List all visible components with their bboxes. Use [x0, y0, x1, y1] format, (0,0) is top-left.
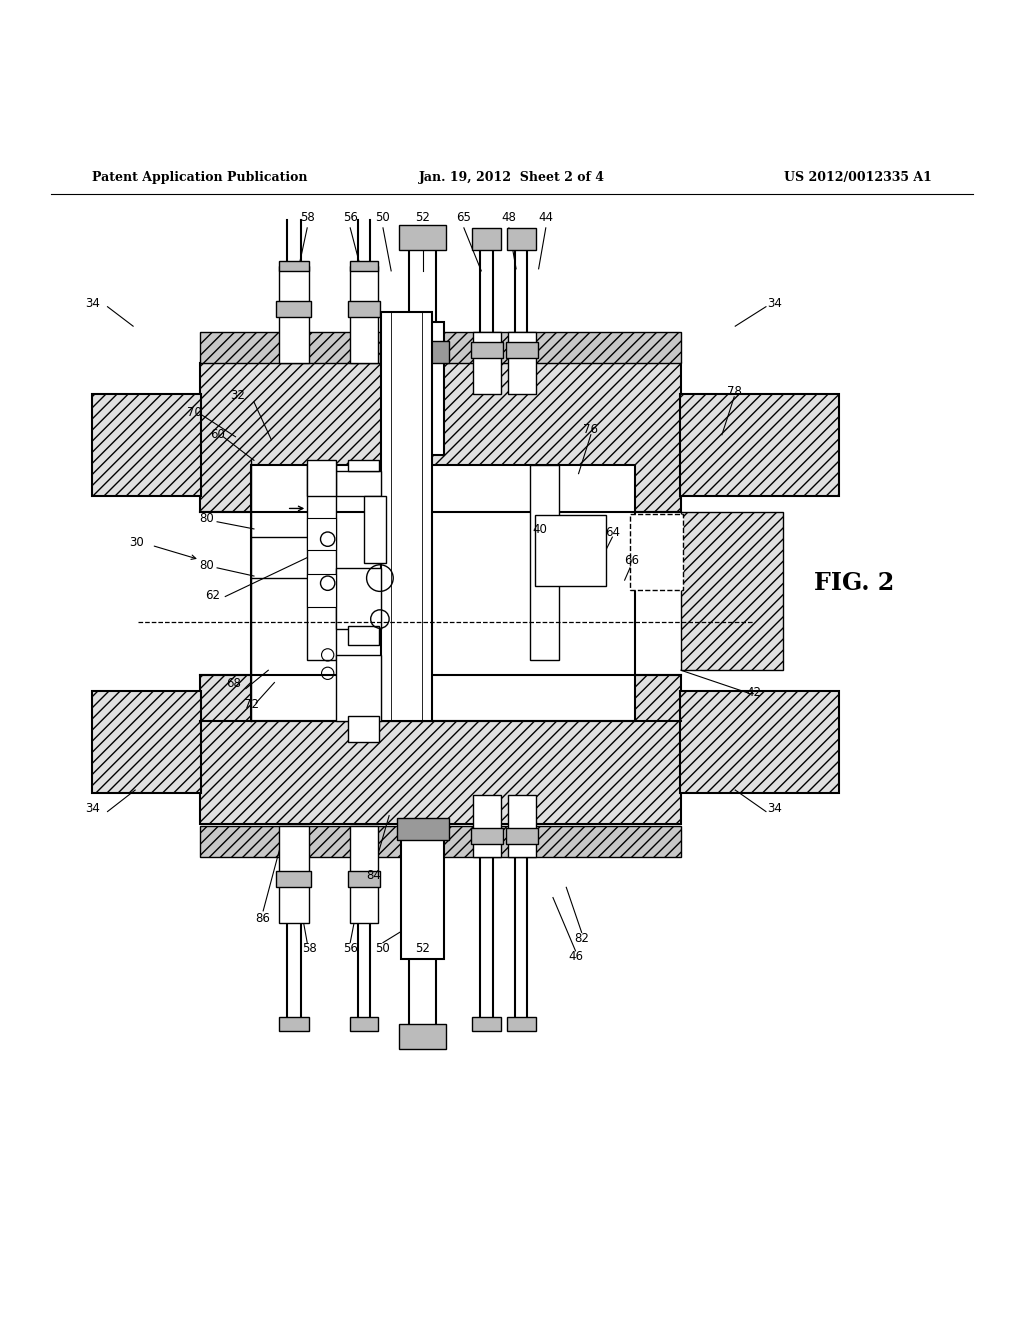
Text: 78: 78 — [727, 385, 741, 399]
Bar — [251, 466, 635, 722]
Text: 46: 46 — [568, 950, 583, 964]
Bar — [381, 312, 432, 722]
Bar — [336, 470, 381, 496]
Text: 52: 52 — [416, 942, 430, 956]
Text: 56: 56 — [343, 942, 357, 956]
Text: 76: 76 — [584, 424, 598, 436]
Bar — [472, 1018, 501, 1031]
Bar — [364, 496, 386, 562]
Text: 58: 58 — [300, 211, 314, 224]
Bar — [397, 341, 449, 363]
Bar — [350, 826, 378, 923]
Bar — [471, 342, 503, 358]
Bar — [507, 228, 536, 251]
Bar — [506, 342, 538, 358]
Text: FIG. 2: FIG. 2 — [814, 572, 894, 595]
Text: 72: 72 — [245, 697, 259, 710]
Bar — [200, 333, 681, 363]
Text: 64: 64 — [605, 525, 620, 539]
Text: 44: 44 — [539, 211, 553, 224]
Bar — [473, 333, 501, 393]
Bar — [401, 826, 444, 960]
Bar — [350, 1018, 378, 1031]
Bar — [200, 826, 681, 857]
Bar — [397, 817, 449, 841]
Text: 34: 34 — [85, 803, 99, 814]
Text: 86: 86 — [256, 912, 270, 924]
Bar — [279, 826, 309, 923]
Bar — [508, 795, 536, 857]
Bar — [307, 466, 336, 660]
Text: US 2012/0012335 A1: US 2012/0012335 A1 — [784, 170, 932, 183]
Text: 50: 50 — [376, 942, 390, 956]
Bar — [92, 393, 201, 496]
Bar — [348, 871, 380, 887]
Bar — [681, 512, 783, 671]
Bar — [348, 626, 379, 644]
Bar — [508, 333, 536, 393]
Text: 62: 62 — [206, 589, 220, 602]
Bar — [348, 461, 379, 470]
Bar — [307, 574, 336, 607]
Bar — [350, 260, 378, 271]
Bar — [348, 717, 379, 742]
Text: Patent Application Publication: Patent Application Publication — [92, 170, 307, 183]
Bar — [336, 568, 381, 630]
Bar — [200, 676, 681, 824]
Text: 32: 32 — [230, 389, 245, 403]
Text: 48: 48 — [502, 211, 516, 224]
Polygon shape — [307, 461, 336, 496]
Text: Jan. 19, 2012  Sheet 2 of 4: Jan. 19, 2012 Sheet 2 of 4 — [419, 170, 605, 183]
Bar — [473, 795, 501, 857]
Text: 42: 42 — [746, 686, 761, 700]
Text: 65: 65 — [457, 211, 471, 224]
Bar — [307, 517, 336, 550]
Text: 60: 60 — [210, 428, 224, 441]
Bar — [200, 363, 681, 512]
Text: 30: 30 — [129, 536, 143, 549]
Bar — [506, 828, 538, 845]
Bar — [471, 828, 503, 845]
Bar — [630, 513, 683, 590]
Text: 34: 34 — [767, 803, 781, 814]
Bar — [680, 393, 839, 496]
Text: 80: 80 — [200, 560, 214, 573]
Bar — [92, 690, 201, 793]
Bar — [399, 224, 446, 251]
Bar — [472, 228, 501, 251]
Text: 68: 68 — [226, 677, 241, 690]
Bar — [279, 265, 309, 363]
Text: 52: 52 — [416, 211, 430, 224]
Text: 84: 84 — [367, 869, 381, 882]
Bar — [530, 466, 559, 660]
Bar — [507, 1018, 536, 1031]
Text: 34: 34 — [767, 297, 781, 310]
Bar — [276, 301, 311, 317]
Bar — [350, 265, 378, 363]
Text: 56: 56 — [343, 211, 357, 224]
Text: 34: 34 — [85, 297, 99, 310]
Bar — [348, 301, 380, 317]
Bar — [279, 1018, 309, 1031]
Text: 58: 58 — [302, 942, 316, 956]
Bar — [276, 871, 311, 887]
Bar — [279, 260, 309, 271]
Bar — [401, 322, 444, 455]
Bar — [535, 515, 606, 586]
Text: 80: 80 — [200, 512, 214, 525]
Text: 66: 66 — [625, 554, 639, 568]
Text: 82: 82 — [574, 932, 589, 945]
Text: 40: 40 — [532, 524, 547, 536]
Bar — [680, 690, 839, 793]
Bar — [336, 655, 381, 722]
Text: 70: 70 — [187, 405, 202, 418]
Text: 50: 50 — [376, 211, 390, 224]
Bar — [399, 1023, 446, 1049]
